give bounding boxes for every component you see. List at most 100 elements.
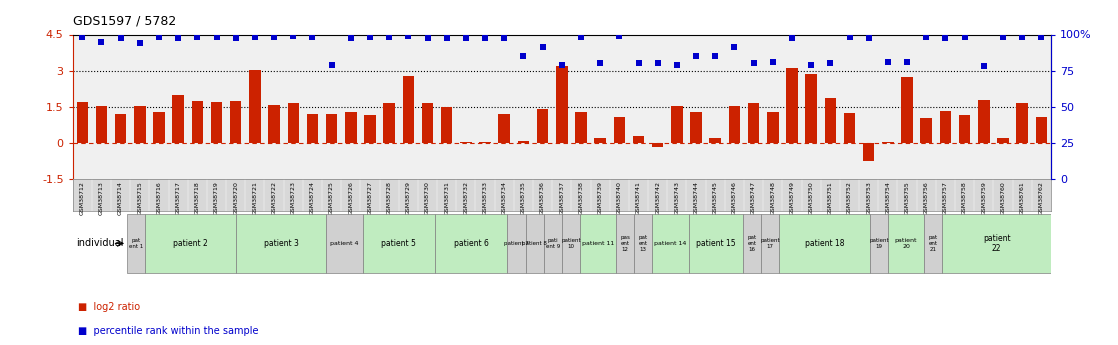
Text: GSM38725: GSM38725 [329, 181, 334, 215]
FancyBboxPatch shape [236, 214, 326, 273]
Text: patient 11: patient 11 [581, 241, 614, 246]
Text: GSM38714: GSM38714 [119, 181, 123, 215]
Text: GSM38727: GSM38727 [368, 181, 372, 215]
Point [438, 36, 456, 41]
Text: GSM38760: GSM38760 [1001, 181, 1005, 215]
Text: GDS1597 / 5782: GDS1597 / 5782 [73, 14, 176, 27]
Text: patient
20: patient 20 [894, 238, 917, 249]
Text: GSM38749: GSM38749 [789, 181, 795, 215]
Bar [863, 143, 874, 161]
Text: GSM38740: GSM38740 [617, 181, 622, 215]
Text: GSM38735: GSM38735 [521, 181, 525, 215]
FancyBboxPatch shape [561, 214, 580, 273]
Text: GSM38743: GSM38743 [674, 181, 680, 215]
Bar [345, 112, 357, 143]
Text: GSM38739: GSM38739 [598, 181, 603, 215]
Text: patient 8: patient 8 [522, 241, 547, 246]
Bar [920, 118, 932, 143]
Bar [614, 117, 625, 143]
Bar [978, 100, 989, 143]
Bar [1016, 104, 1027, 143]
Text: patient 2: patient 2 [173, 239, 208, 248]
FancyBboxPatch shape [942, 214, 1051, 273]
FancyBboxPatch shape [616, 214, 634, 273]
Text: GSM38741: GSM38741 [636, 181, 641, 215]
Text: patient 3: patient 3 [264, 239, 299, 248]
Text: GSM38720: GSM38720 [234, 181, 238, 215]
Text: GSM38746: GSM38746 [732, 181, 737, 215]
Text: GSM38754: GSM38754 [885, 181, 890, 215]
Text: GSM38757: GSM38757 [942, 181, 948, 215]
Text: pat
ent 1: pat ent 1 [129, 238, 143, 249]
Text: ■  percentile rank within the sample: ■ percentile rank within the sample [78, 326, 258, 336]
Point [457, 36, 475, 41]
Bar [844, 113, 855, 143]
Bar [997, 138, 1008, 143]
Point [1032, 34, 1050, 40]
Bar [383, 104, 395, 143]
Text: GSM38747: GSM38747 [751, 181, 756, 215]
Text: GSM38713: GSM38713 [98, 181, 104, 215]
Text: GSM38712: GSM38712 [79, 181, 85, 215]
FancyBboxPatch shape [362, 214, 435, 273]
Text: GSM38758: GSM38758 [963, 181, 967, 215]
Point [803, 62, 821, 68]
Point [131, 40, 149, 46]
Text: GSM38737: GSM38737 [559, 181, 565, 215]
Point [514, 53, 532, 59]
Bar [153, 112, 164, 143]
Point [610, 33, 628, 38]
Text: patient
22: patient 22 [983, 234, 1011, 253]
Point [764, 59, 781, 65]
FancyBboxPatch shape [689, 214, 743, 273]
Text: GSM38719: GSM38719 [214, 181, 219, 215]
Text: ■  log2 ratio: ■ log2 ratio [78, 302, 141, 312]
Point [860, 36, 878, 41]
Text: pat
ent
16: pat ent 16 [748, 235, 757, 252]
Point [975, 63, 993, 69]
Bar [364, 115, 376, 143]
Text: GSM38755: GSM38755 [904, 181, 910, 215]
Bar [959, 115, 970, 143]
Bar [421, 104, 434, 143]
Bar [537, 109, 548, 143]
Text: GSM38752: GSM38752 [847, 181, 852, 215]
FancyBboxPatch shape [525, 214, 543, 273]
Point [956, 34, 974, 40]
Bar [480, 142, 491, 143]
Text: GSM38759: GSM38759 [982, 181, 986, 215]
FancyBboxPatch shape [634, 214, 653, 273]
Bar [710, 138, 721, 143]
Point [667, 62, 685, 68]
Text: GSM38728: GSM38728 [387, 181, 391, 215]
FancyBboxPatch shape [580, 214, 616, 273]
FancyBboxPatch shape [925, 214, 942, 273]
Text: patient
10: patient 10 [561, 238, 580, 249]
Text: GSM38726: GSM38726 [349, 181, 353, 215]
Point [361, 34, 379, 40]
Point [1013, 34, 1031, 40]
Text: GSM38731: GSM38731 [444, 181, 449, 215]
Point [591, 61, 609, 66]
Bar [748, 104, 759, 143]
Text: patient 7: patient 7 [504, 241, 529, 246]
Point [93, 39, 111, 45]
Point [284, 33, 302, 38]
Text: GSM38750: GSM38750 [808, 181, 814, 215]
Point [189, 34, 207, 40]
Text: individual: individual [76, 238, 124, 248]
Point [707, 53, 724, 59]
Point [74, 34, 92, 40]
Bar [230, 101, 241, 143]
Bar [825, 99, 836, 143]
Bar [268, 105, 280, 143]
Point [783, 36, 800, 41]
Bar [461, 142, 472, 143]
Point [937, 36, 955, 41]
Point [726, 44, 743, 49]
Point [112, 36, 130, 41]
Point [476, 36, 494, 41]
Text: patient 15: patient 15 [697, 239, 736, 248]
Point [227, 36, 245, 41]
Bar [690, 112, 702, 143]
